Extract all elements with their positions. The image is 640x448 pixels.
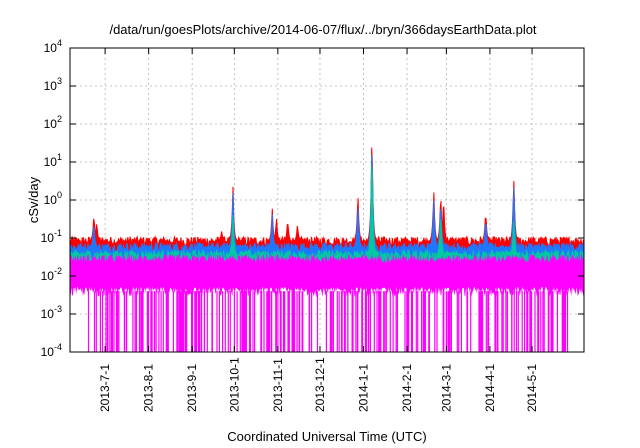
x-tick-label: 2014-2-1 <box>400 364 414 412</box>
series-band <box>70 254 584 352</box>
x-tick-label: 2014-4-1 <box>483 364 497 412</box>
series-dropout-block <box>241 291 247 352</box>
y-tick-label: 10-4 <box>41 342 62 359</box>
y-axis-label: cSv/day <box>26 176 41 223</box>
x-tick-label: 2013-10-1 <box>227 357 241 412</box>
series-1-line <box>69 155 585 262</box>
chart-title: /data/run/goesPlots/archive/2014-06-07/f… <box>109 22 536 37</box>
x-axis: 2013-7-1 2013-8-1 2013-9-1 2013-10-1 2013-11… <box>98 48 539 412</box>
x-tick-label: 2013-8-1 <box>142 364 156 412</box>
y-tick-label: 104 <box>44 38 62 55</box>
x-tick-label: 2014-3-1 <box>439 364 453 412</box>
x-axis-label: Coordinated Universal Time (UTC) <box>227 429 426 444</box>
x-tick-label: 2013-12-1 <box>313 357 327 412</box>
x-tick-label: 2014-1-1 <box>357 364 371 412</box>
x-tick-label: 2013-7-1 <box>98 364 112 412</box>
series-0-line <box>69 147 585 256</box>
y-tick-label: 100 <box>44 190 62 207</box>
y-tick-label: 103 <box>44 76 62 93</box>
x-tick-label: 2013-11-1 <box>271 358 285 412</box>
plot-area <box>69 147 585 352</box>
y-tick-label: 10-2 <box>41 266 62 283</box>
y-tick-label: 10-1 <box>41 228 62 245</box>
series-dropouts <box>87 291 569 352</box>
y-tick-label: 10-3 <box>41 304 62 321</box>
y-tick-label: 101 <box>44 152 62 169</box>
y-axis: 10-4 10-3 10-2 10-1 100 101 102 103 104 <box>41 38 584 359</box>
y-tick-label: 102 <box>44 114 62 131</box>
x-tick-label: 2014-5-1 <box>525 364 539 412</box>
series-band-fill <box>70 254 584 297</box>
x-tick-label: 2013-9-1 <box>185 364 199 412</box>
